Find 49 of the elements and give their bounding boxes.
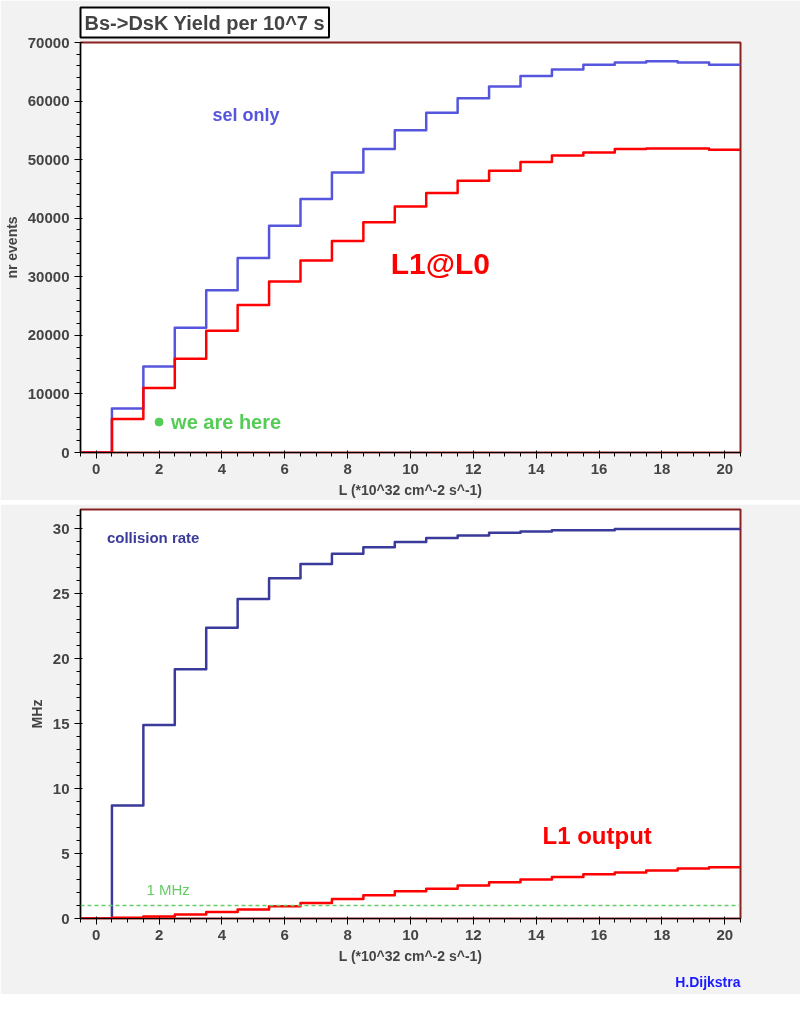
y-axis-title: MHz: [28, 699, 45, 729]
series-label: L1 output: [542, 821, 652, 849]
x-tick-label: 8: [343, 925, 352, 943]
series-label: L1@L0: [390, 247, 490, 281]
x-tick-label: 12: [465, 925, 482, 943]
x-tick-label: 16: [590, 459, 608, 477]
y-tick-label: 30000: [27, 267, 70, 285]
x-tick-label: 14: [527, 459, 546, 477]
y-tick-label: 0: [61, 443, 70, 461]
x-tick-label: 2: [154, 459, 164, 477]
annotation: we are here: [170, 411, 282, 434]
x-tick-label: 20: [716, 459, 734, 477]
x-tick-label: 14: [527, 925, 546, 943]
y-tick-label: 10000: [27, 384, 70, 402]
x-tick-label: 4: [217, 459, 227, 477]
x-tick-label: 0: [92, 459, 101, 477]
y-tick-label: 10: [52, 779, 70, 797]
x-tick-label: 6: [280, 459, 289, 477]
x-axis-title: L (*10^32 cm^-2 s^-1): [338, 947, 483, 964]
y-axis-title: nr events: [3, 216, 20, 279]
y-tick-label: 0: [61, 909, 70, 927]
x-tick-label: 8: [343, 459, 352, 477]
x-tick-label: 6: [280, 925, 289, 943]
y-tick-label: 30: [52, 519, 70, 537]
x-axis-title: L (*10^32 cm^-2 s^-1): [338, 481, 483, 498]
ref-line-label: 1 MHz: [146, 880, 190, 898]
y-tick-label: 25: [52, 584, 70, 602]
text: sel only: [212, 104, 280, 125]
y-tick-label: 50000: [27, 150, 70, 168]
chart-title: Bs->DsK Yield per 10^7 s: [84, 11, 325, 34]
y-tick-label: 40000: [27, 209, 70, 227]
x-tick-label: 20: [716, 925, 734, 943]
text: H.Dijkstra: [675, 973, 741, 990]
x-tick-label: 10: [402, 459, 419, 477]
x-tick-label: 16: [590, 925, 608, 943]
x-tick-label: 12: [465, 459, 482, 477]
x-tick-label: 0: [92, 925, 101, 943]
text: collision rate: [106, 529, 200, 547]
y-tick-label: 70000: [27, 33, 70, 51]
y-tick-label: 20000: [27, 326, 70, 344]
y-tick-label: 20: [52, 649, 70, 667]
x-tick-label: 2: [154, 925, 164, 943]
x-tick-label: 18: [653, 459, 671, 477]
y-tick-label: 5: [61, 844, 70, 862]
x-tick-label: 4: [217, 925, 227, 943]
x-tick-label: 10: [402, 925, 419, 943]
x-tick-label: 18: [653, 925, 671, 943]
y-tick-label: 60000: [27, 92, 70, 110]
y-tick-label: 15: [52, 714, 70, 732]
